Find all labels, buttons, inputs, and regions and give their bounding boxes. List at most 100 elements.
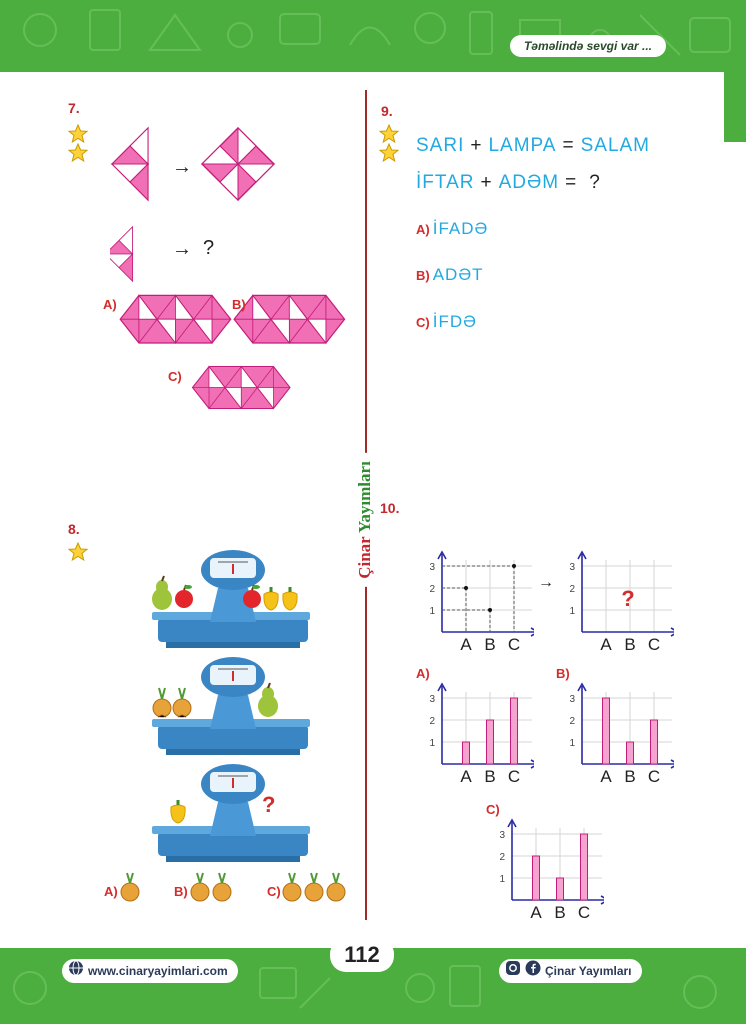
q9-line-1: SARI + LAMPA = SALAM	[416, 135, 650, 157]
x-tick-label: C	[648, 635, 660, 654]
onion-icon	[212, 872, 232, 902]
data-point	[512, 564, 516, 568]
y-tick-label: 1	[429, 738, 435, 749]
instagram-icon	[505, 960, 521, 984]
y-tick-label: 3	[569, 694, 575, 705]
q9-option-a-label: A)	[416, 222, 430, 237]
brand-part2: Yayımları	[355, 461, 374, 533]
q9-option-c[interactable]: C) İFDƏ	[416, 312, 477, 332]
onion-icon	[120, 872, 140, 902]
y-tick-label: 2	[499, 852, 505, 863]
q9-number: 9.	[381, 103, 393, 119]
x-axis-arrow	[530, 627, 534, 637]
q9-l2-word1: İFTAR	[416, 172, 475, 193]
q9-option-b[interactable]: B) ADƏT	[416, 265, 484, 285]
star-icon	[379, 124, 399, 143]
q7-figures	[110, 127, 346, 410]
globe-icon	[68, 960, 84, 984]
x-tick-label: A	[530, 903, 542, 922]
x-tick-label: B	[624, 635, 635, 654]
y-tick-label: 1	[569, 606, 575, 617]
q9-option-a[interactable]: A) İFADƏ	[416, 219, 488, 239]
bar	[580, 833, 588, 901]
q10-chart-1: 1 2 3 A B C	[429, 550, 534, 654]
q7-option-c[interactable]: C)	[168, 369, 182, 384]
star-icon	[68, 124, 88, 143]
q9-l2-op1: +	[480, 172, 493, 193]
bar	[486, 719, 494, 765]
y-tick-label: 2	[569, 584, 575, 595]
x-tick-label: C	[578, 903, 590, 922]
facebook-icon	[525, 960, 541, 984]
question-mark-annotation: ?	[621, 586, 634, 611]
q9-l2-op2: =	[565, 172, 578, 193]
q10-option-b[interactable]: B)	[556, 666, 570, 681]
star-icon	[379, 143, 399, 162]
y-tick-label: 3	[429, 562, 435, 573]
social-pill[interactable]: Çinar Yayımları	[499, 959, 642, 983]
bar	[602, 697, 610, 765]
q9-option-a-text: İFADƏ	[432, 219, 489, 238]
q10-option-a[interactable]: A)	[416, 666, 430, 681]
q10-arrow: →	[538, 574, 554, 591]
star-icon	[68, 542, 88, 561]
q10-chart-3: 1 2 3 A B C	[429, 682, 534, 786]
x-tick-label: B	[554, 903, 565, 922]
q9-l1-op2: =	[562, 135, 575, 156]
x-tick-label: B	[484, 635, 495, 654]
x-axis-arrow	[670, 759, 674, 769]
q10-chart-2: 1 2 3 A B C?	[569, 550, 674, 654]
x-tick-label: C	[508, 635, 520, 654]
x-tick-label: A	[600, 767, 612, 786]
q7-arrow-2: →	[172, 238, 192, 260]
q8-option-c[interactable]: C)	[267, 884, 281, 899]
bar	[626, 741, 634, 765]
q7-option-a[interactable]: A)	[103, 297, 117, 312]
x-axis-arrow	[670, 627, 674, 637]
page-number: 112	[330, 938, 394, 972]
bar	[510, 697, 518, 765]
q8-option-onions	[120, 872, 346, 902]
social-text: Çinar Yayımları	[545, 964, 632, 978]
y-tick-label: 2	[429, 716, 435, 727]
x-tick-label: A	[460, 635, 472, 654]
x-tick-label: A	[460, 767, 472, 786]
x-axis-arrow	[600, 895, 604, 905]
q10-number: 10.	[380, 500, 400, 516]
q8-option-a[interactable]: A)	[104, 884, 118, 899]
q9-l2-result: ?	[589, 172, 601, 193]
y-tick-label: 1	[429, 606, 435, 617]
q7-option-b[interactable]: B)	[232, 297, 246, 312]
y-axis-arrow	[577, 550, 587, 560]
y-axis-arrow	[437, 550, 447, 560]
q9-l1-word1: SARI	[416, 135, 465, 156]
q9-stars	[379, 124, 399, 162]
y-axis-arrow	[437, 682, 447, 692]
q7-number: 7.	[68, 100, 80, 116]
q9-l1-op1: +	[470, 135, 483, 156]
bar	[650, 719, 658, 765]
y-tick-label: 2	[429, 584, 435, 595]
bar	[532, 855, 540, 901]
y-axis-arrow	[577, 682, 587, 692]
onion-icon	[190, 872, 210, 902]
bar	[556, 877, 564, 901]
q10-option-c[interactable]: C)	[486, 802, 500, 817]
header-band: Təməlində sevgi var ...	[0, 0, 746, 72]
y-tick-label: 3	[569, 562, 575, 573]
bar	[462, 741, 470, 765]
q8-number: 8.	[68, 521, 80, 537]
q7-stars	[68, 124, 88, 162]
x-tick-label: A	[600, 635, 612, 654]
q8-option-b[interactable]: B)	[174, 884, 188, 899]
y-axis-arrow	[507, 818, 517, 828]
q9-line-2: İFTAR + ADƏM =?	[416, 172, 607, 194]
q10-chart-5: 1 2 3 A B C	[499, 818, 604, 922]
x-tick-label: C	[508, 767, 520, 786]
onion-icon	[282, 872, 302, 902]
y-tick-label: 1	[569, 738, 575, 749]
q8-question-mark: ?	[262, 792, 276, 817]
doodle-pattern	[13, 965, 717, 1009]
website-pill[interactable]: www.cinaryayimlari.com	[62, 959, 238, 983]
website-text: www.cinaryayimlari.com	[88, 964, 228, 978]
